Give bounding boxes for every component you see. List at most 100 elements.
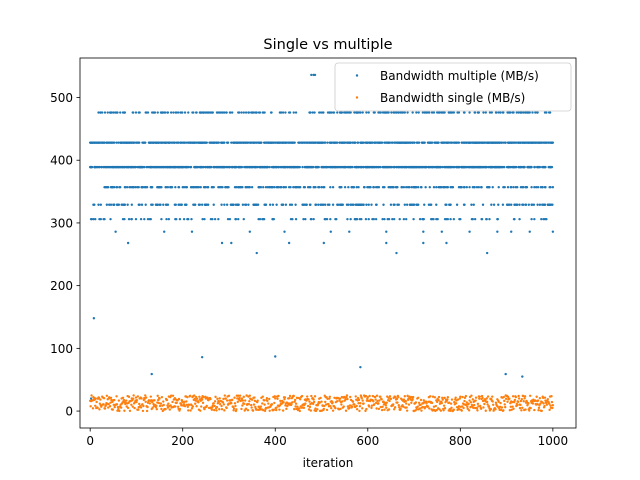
data-point-single: [90, 394, 93, 397]
data-point-single: [273, 395, 276, 398]
data-point-single: [256, 399, 259, 402]
data-point-multiple: [527, 203, 531, 206]
data-point-single: [426, 405, 430, 408]
data-point-single: [533, 408, 536, 412]
data-point-multiple: [551, 230, 555, 233]
data-point-multiple: [383, 185, 386, 189]
data-point-multiple: [153, 111, 157, 114]
data-point-single: [499, 408, 503, 412]
data-point-multiple: [247, 203, 250, 206]
data-point-single: [544, 399, 547, 402]
data-point-multiple: [250, 185, 254, 189]
data-point-multiple: [531, 111, 534, 114]
data-point-multiple: [475, 185, 479, 189]
data-point-multiple: [101, 111, 104, 114]
data-point-single: [439, 409, 443, 412]
data-point-single: [466, 405, 469, 408]
legend-marker-multiple: [355, 74, 359, 77]
data-point-multiple: [528, 111, 531, 114]
data-point-multiple: [422, 241, 425, 245]
data-point-single: [233, 402, 237, 405]
data-point-single: [113, 405, 116, 409]
data-point-single: [511, 395, 515, 398]
data-point-multiple: [277, 185, 280, 189]
data-point-single: [223, 409, 226, 412]
data-point-single: [502, 395, 506, 399]
data-point-single: [387, 408, 391, 411]
data-point-multiple: [138, 111, 141, 114]
data-point-single: [294, 405, 297, 408]
data-point-multiple: [97, 203, 100, 206]
data-point-single: [138, 402, 141, 406]
data-point-single: [446, 395, 450, 399]
data-point-multiple: [223, 203, 226, 206]
data-point-single: [166, 404, 169, 407]
data-point-single: [150, 399, 153, 402]
data-point-single: [370, 406, 373, 410]
data-point-single: [504, 405, 507, 409]
data-point-multiple: [230, 141, 233, 144]
data-point-multiple: [151, 203, 154, 206]
data-point-single: [117, 399, 121, 402]
data-point-single: [360, 397, 363, 400]
data-point-multiple: [432, 111, 436, 114]
data-point-single: [216, 397, 219, 401]
data-point-single: [422, 399, 425, 402]
data-point-single: [441, 398, 444, 401]
data-point-multiple: [371, 141, 374, 144]
data-point-multiple: [440, 185, 443, 189]
data-point-multiple: [274, 355, 277, 358]
data-point-single: [539, 402, 542, 405]
data-point-multiple: [364, 217, 368, 221]
data-point-multiple: [482, 111, 485, 114]
data-point-single: [392, 403, 395, 406]
data-point-single: [467, 402, 470, 405]
data-point-multiple: [324, 203, 327, 206]
data-point-single: [222, 403, 226, 406]
data-point-multiple: [428, 111, 431, 114]
data-point-multiple: [402, 217, 406, 221]
data-point-single: [308, 405, 312, 409]
data-point-multiple: [536, 111, 539, 114]
data-point-single: [371, 394, 375, 398]
data-point-multiple: [132, 111, 135, 114]
data-point-multiple: [244, 111, 248, 114]
data-point-multiple: [432, 185, 436, 189]
data-point-single: [238, 396, 241, 400]
data-point-single: [370, 404, 374, 407]
data-point-single: [534, 399, 537, 402]
data-point-single: [516, 400, 520, 404]
data-point-multiple: [491, 185, 494, 189]
data-point-single: [130, 403, 133, 407]
data-point-single: [437, 399, 440, 402]
data-point-single: [267, 402, 270, 405]
data-point-multiple: [382, 203, 385, 206]
data-point-single: [263, 409, 267, 413]
data-point-multiple: [397, 203, 400, 206]
data-point-single: [468, 399, 471, 402]
data-point-single: [155, 408, 159, 411]
data-point-single: [218, 403, 222, 406]
data-point-multiple: [548, 111, 552, 114]
data-point-multiple: [323, 185, 326, 189]
data-point-single: [238, 394, 242, 397]
data-point-single: [235, 408, 238, 411]
data-point-single: [519, 403, 522, 407]
legend-box: [334, 62, 572, 112]
data-point-multiple: [302, 217, 305, 221]
data-point-multiple: [362, 141, 365, 144]
data-point-single: [395, 397, 399, 401]
data-point-multiple: [264, 185, 268, 189]
data-point-single: [164, 407, 167, 411]
data-point-multiple: [240, 165, 244, 169]
data-point-single: [479, 404, 482, 408]
data-point-single: [392, 408, 396, 411]
data-point-multiple: [522, 203, 525, 206]
data-point-single: [435, 400, 439, 404]
data-point-single: [307, 408, 311, 411]
data-point-single: [295, 396, 299, 400]
data-point-multiple: [403, 203, 407, 206]
data-point-multiple: [452, 111, 456, 114]
data-point-multiple: [501, 203, 505, 206]
data-point-single: [323, 404, 326, 408]
